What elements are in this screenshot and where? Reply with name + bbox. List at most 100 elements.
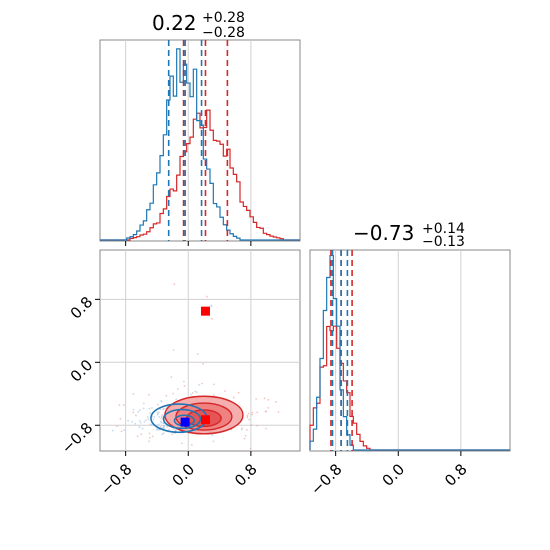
scatter-sample-point xyxy=(141,427,144,430)
hist-param-1-frame xyxy=(99,39,301,242)
scatter-sample-point xyxy=(158,415,161,418)
blue-contour-1 xyxy=(162,408,202,430)
scatter-sample-point xyxy=(148,407,151,410)
scatter-sample-point xyxy=(144,419,147,422)
scatter-sample-point xyxy=(159,420,162,423)
scatter-sample-point xyxy=(151,435,154,438)
scatter-sample-point xyxy=(243,437,246,440)
scatter-sample-point xyxy=(241,427,243,430)
scatter-sample-point xyxy=(172,428,175,430)
scatter-sample-point xyxy=(156,428,159,431)
scatter-sample-point xyxy=(168,458,170,460)
scatter-sample-point xyxy=(132,408,135,411)
scatter-sample-point xyxy=(163,407,165,410)
scatter-sample-point xyxy=(148,432,151,435)
scatter-sample-point xyxy=(212,394,215,397)
scatter-sample-point xyxy=(157,423,160,426)
scatter-sample-point xyxy=(173,283,176,286)
scatter-sample-point xyxy=(159,426,162,428)
scatter-sample-point xyxy=(138,419,141,422)
scatter-sample-point xyxy=(143,421,146,423)
hist-param-1-title-plus: +0.28 xyxy=(202,10,245,26)
hist-param-2-blue-histogram xyxy=(309,254,510,451)
hist-param-2-title-minus: −0.13 xyxy=(422,234,465,250)
scatter-sample-point xyxy=(190,393,192,396)
panel-2d-xtick-label-0: −0.8 xyxy=(97,460,135,498)
scatter-sample-point xyxy=(268,454,270,456)
scatter-sample-point xyxy=(245,429,248,431)
scatter-sample-point xyxy=(212,440,215,443)
scatter-sample-point xyxy=(116,425,118,428)
panel-2d-frame xyxy=(99,249,301,452)
scatter-sample-point xyxy=(211,434,214,437)
scatter-sample-point xyxy=(151,407,153,409)
hist-param-1-grid xyxy=(125,40,252,241)
panel-hist-param-1: 0.22 +0.28 −0.28 xyxy=(99,10,301,246)
scatter-sample-point xyxy=(160,417,163,420)
scatter-sample-point xyxy=(195,391,198,394)
scatter-sample-point xyxy=(111,429,114,432)
scatter-sample-point xyxy=(249,447,252,450)
scatter-sample-point xyxy=(182,380,185,383)
hist-param-1-red-histogram xyxy=(100,109,300,241)
scatter-sample-point xyxy=(172,349,175,351)
hist-param-1-title-value: 0.22 xyxy=(152,11,197,35)
scatter-sample-point xyxy=(237,391,240,394)
scatter-sample-point xyxy=(174,429,177,432)
scatter-sample-point xyxy=(132,392,135,395)
scatter-sample-point xyxy=(202,362,204,365)
scatter-sample-point xyxy=(132,411,135,414)
scatter-sample-point xyxy=(135,414,137,417)
hist-param-2-title-plus: +0.14 xyxy=(422,221,465,237)
scatter-sample-point xyxy=(147,418,150,421)
hist-param-1-title-minus: −0.28 xyxy=(202,25,245,41)
scatter-sample-point xyxy=(183,385,186,387)
scatter-sample-point xyxy=(210,304,213,307)
panel-2d-ytick-label-2: 0.8 xyxy=(67,293,97,323)
scatter-sample-point xyxy=(161,433,164,435)
scatter-sample-point xyxy=(162,425,165,428)
scatter-sample-point xyxy=(149,412,151,414)
scatter-sample-point xyxy=(251,411,254,414)
scatter-sample-point xyxy=(201,382,204,385)
scatter-sample-point xyxy=(148,436,151,439)
scatter-sample-point xyxy=(120,430,123,433)
scatter-sample-point xyxy=(247,412,250,415)
blue-marker-0 xyxy=(180,417,190,427)
scatter-sample-point xyxy=(156,403,159,406)
scatter-sample-point xyxy=(160,421,163,424)
scatter-sample-point xyxy=(152,418,155,421)
scatter-sample-point xyxy=(168,428,171,431)
hist-param-1-series xyxy=(100,48,300,241)
hist-param-2-ticks: −0.8 0.0 0.8 xyxy=(307,451,471,499)
red-marker-1 xyxy=(200,415,210,425)
scatter-sample-point xyxy=(142,407,145,410)
scatter-sample-point xyxy=(123,429,125,432)
hist-param-2-xtick-label-1: 0.0 xyxy=(379,460,409,490)
hist-param-2-quantile-lines xyxy=(330,250,353,451)
scatter-sample-point xyxy=(246,414,249,417)
hist-param-2-xtick-label-0: −0.8 xyxy=(307,460,345,498)
scatter-sample-point xyxy=(255,398,258,400)
scatter-sample-point xyxy=(165,394,168,397)
scatter-sample-point xyxy=(196,353,199,355)
red-marker-0 xyxy=(200,306,210,316)
hist-param-1-blue-histogram xyxy=(100,48,300,241)
scatter-sample-point xyxy=(191,391,194,394)
scatter-sample-point xyxy=(161,427,164,429)
scatter-sample-point xyxy=(176,388,179,390)
hist-param-2-grid xyxy=(335,250,462,451)
scatter-sample-point xyxy=(139,409,141,412)
scatter-sample-point xyxy=(205,295,208,298)
scatter-sample-point xyxy=(181,442,183,445)
scatter-sample-point xyxy=(163,427,166,430)
scatter-sample-point xyxy=(127,419,130,422)
scatter-sample-point xyxy=(232,396,235,399)
scatter-sample-point xyxy=(131,420,134,423)
scatter-sample-point xyxy=(311,405,313,407)
panel-2d-ytick-label-0: −0.8 xyxy=(58,419,96,457)
scatter-sample-point xyxy=(170,376,173,379)
panel-2d-xtick-label-1: 0.0 xyxy=(169,460,199,490)
scatter-sample-point xyxy=(263,397,266,400)
scatter-sample-point xyxy=(137,411,140,413)
